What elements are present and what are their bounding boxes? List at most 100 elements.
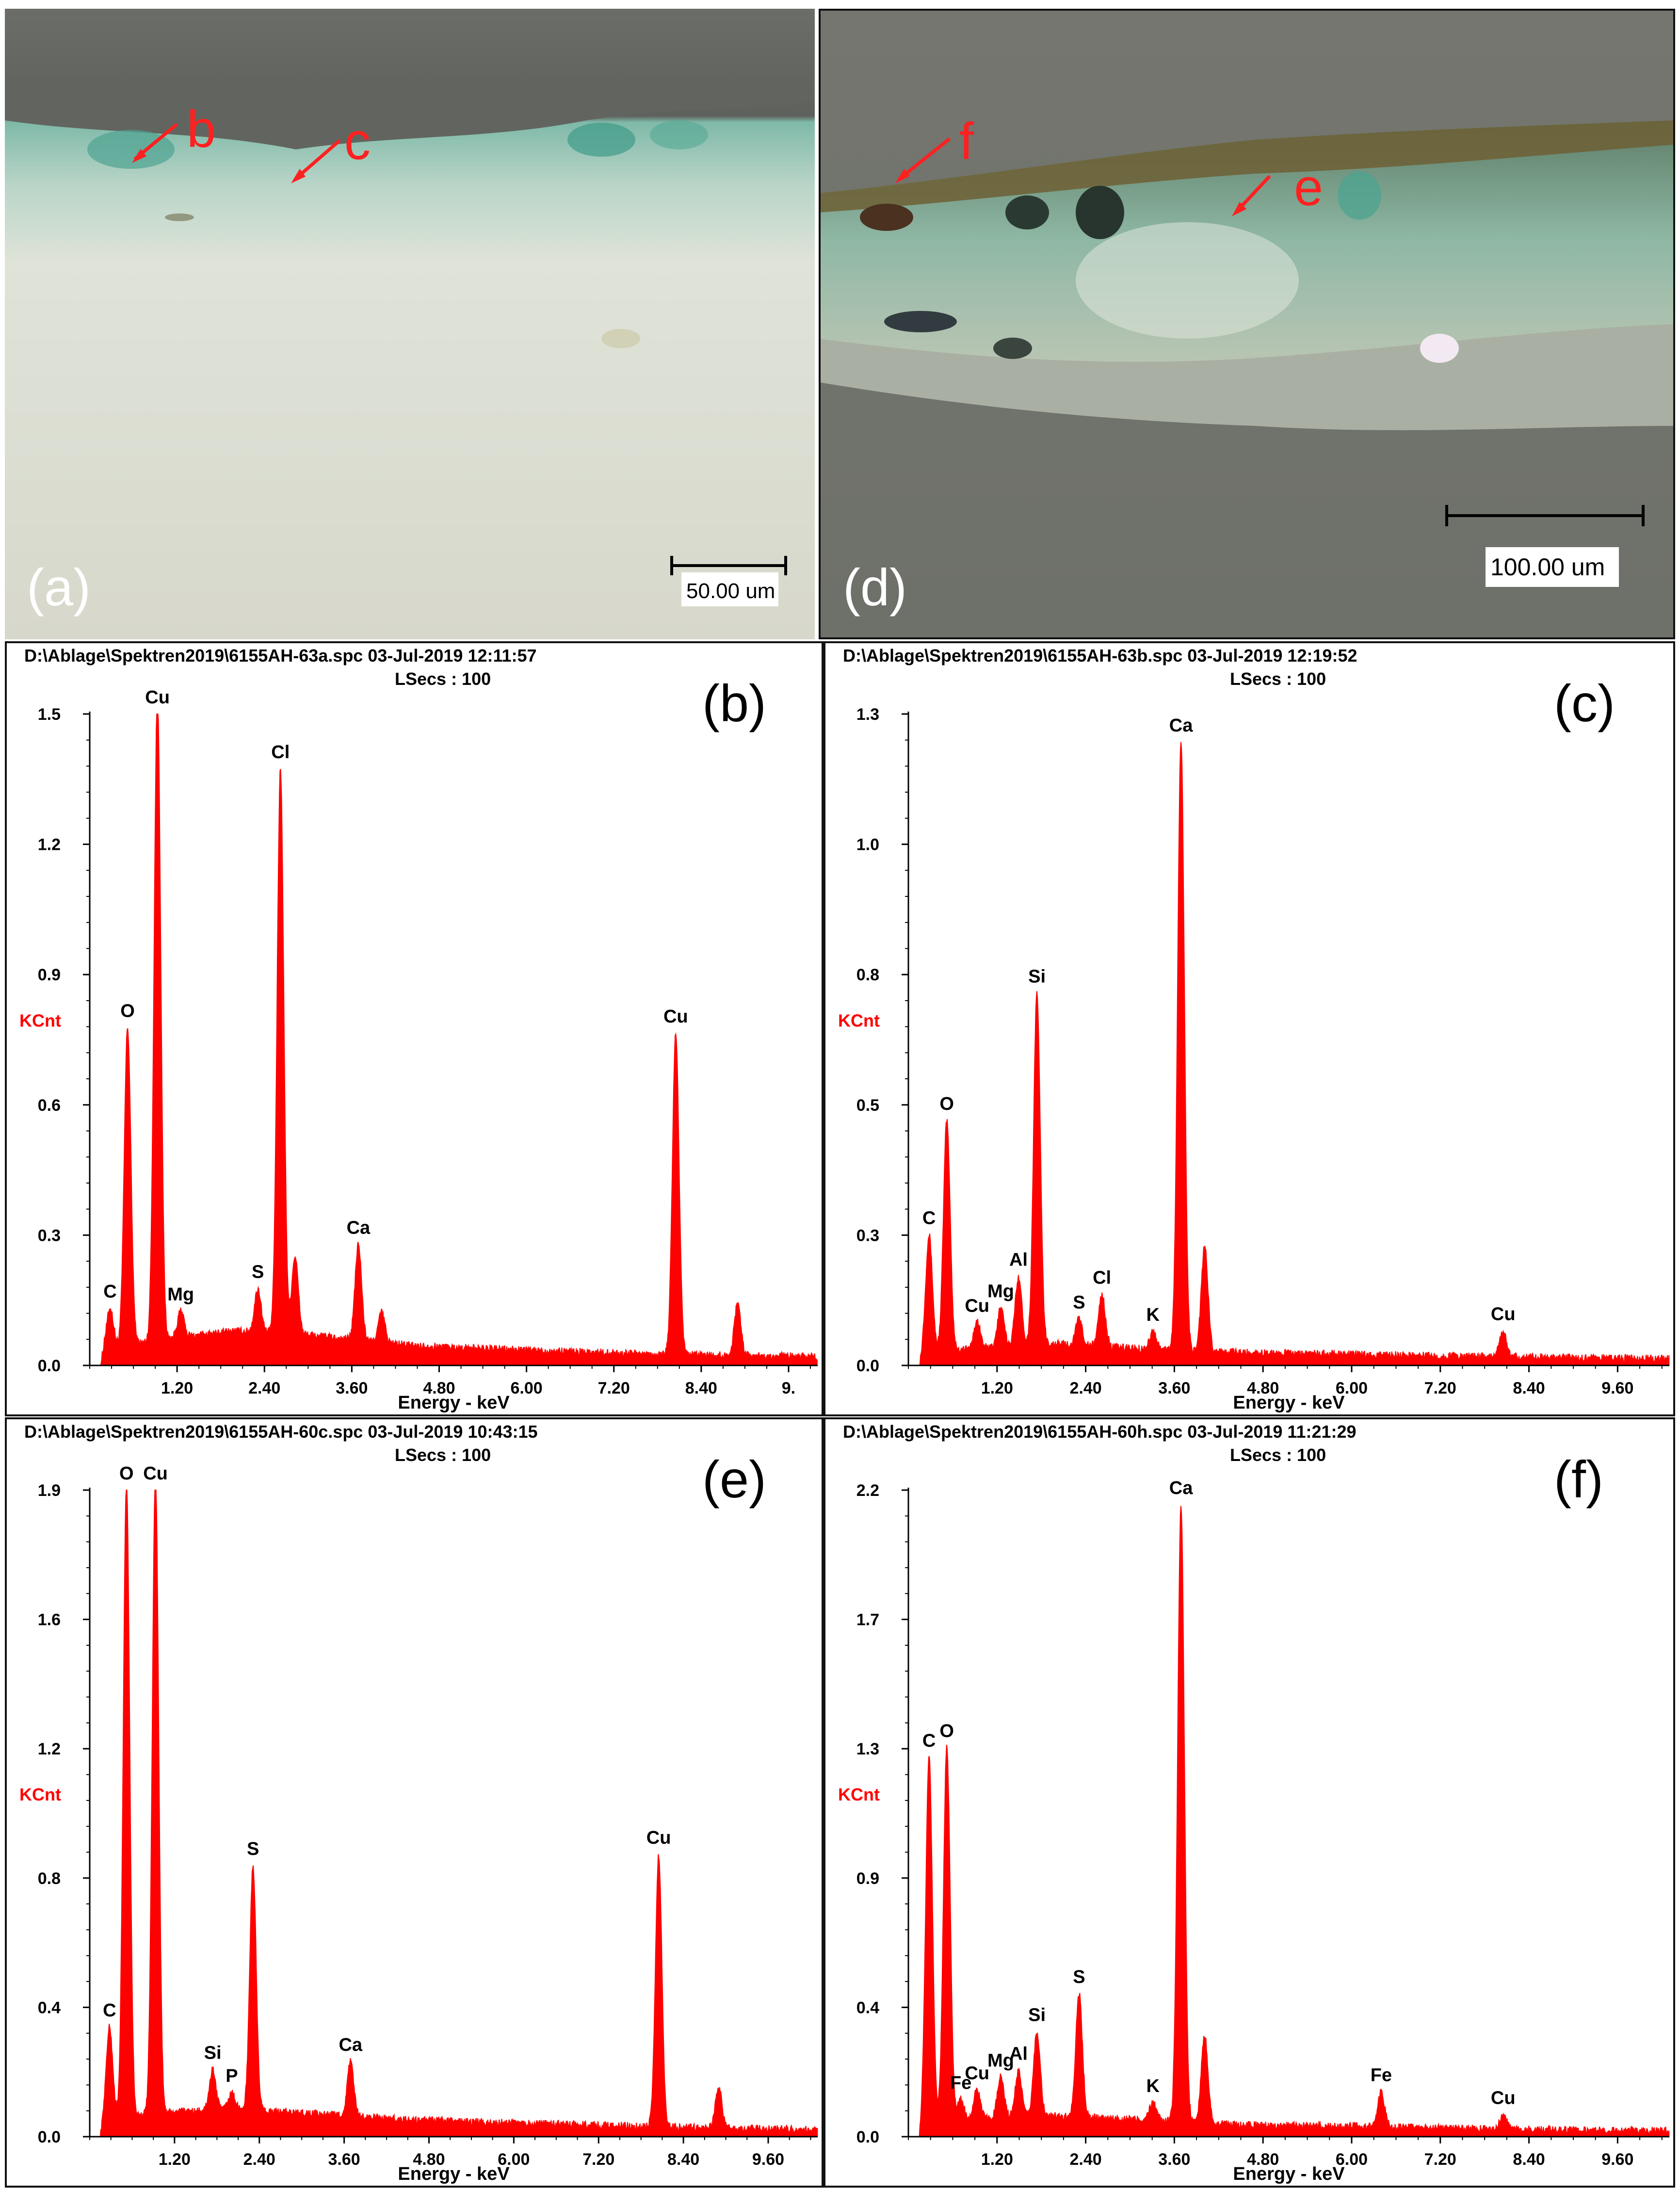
peak-label: S <box>247 1839 259 1859</box>
y-tick-label: 0.0 <box>856 2128 879 2146</box>
x-tick-label: 2.40 <box>243 2150 275 2169</box>
panel-label-a: (a) <box>27 558 91 617</box>
x-tick-label: 6.00 <box>1336 1379 1368 1397</box>
x-tick-label: 4.80 <box>1247 1379 1279 1397</box>
y-tick-label: 1.9 <box>38 1481 61 1500</box>
peak-label: Al <box>1009 2044 1028 2064</box>
x-axis-label: Energy - keV <box>398 2164 510 2184</box>
live-seconds-label: LSecs : 100 <box>1230 669 1326 689</box>
x-tick-label: 1.20 <box>161 1379 193 1397</box>
peak-label: S <box>1073 1292 1085 1313</box>
spectrum-header: D:\Ablage\Spektren2019\6155AH-60c.spc 03… <box>24 1422 538 1442</box>
peak-label: K <box>1146 2076 1160 2096</box>
micrograph-d-image: f e 100.00 um (d) <box>819 9 1675 639</box>
y-tick-label: 0.4 <box>856 1998 879 2017</box>
peak-label: Cu <box>145 687 170 708</box>
spectrum-svg: D:\Ablage\Spektren2019\6155AH-63a.spc 03… <box>5 641 824 1416</box>
spectrum-area <box>919 1506 1670 2137</box>
scale-bar-d: 100.00 um <box>1445 505 1645 587</box>
y-tick-label: 0.4 <box>38 1998 61 2017</box>
micrograph-d: f e 100.00 um (d) <box>819 9 1675 639</box>
y-tick-label: 0.3 <box>856 1226 879 1245</box>
peak-label: O <box>120 1001 135 1021</box>
spectrum-area <box>100 714 818 1366</box>
x-tick-label: 7.20 <box>598 1379 630 1397</box>
x-tick-label: 4.80 <box>423 1379 455 1397</box>
x-axis-label: Energy - keV <box>398 1393 510 1413</box>
x-tick-label: 6.00 <box>498 2150 530 2169</box>
y-axis-label: KCnt <box>19 1785 61 1804</box>
y-tick-label: 1.2 <box>38 1740 61 1758</box>
y-tick-label: 1.3 <box>856 705 879 724</box>
peak-label: Cl <box>271 742 290 763</box>
spectrum-panel-e: D:\Ablage\Spektren2019\6155AH-60c.spc 03… <box>5 1417 824 2188</box>
x-tick-label: 1.20 <box>981 1379 1013 1397</box>
x-tick-label: 2.40 <box>1069 1379 1101 1397</box>
spectrum-area <box>919 742 1670 1366</box>
x-tick-label: 8.40 <box>667 2150 699 2169</box>
y-tick-label: 0.9 <box>856 1869 879 1888</box>
annotation-letter-f: f <box>959 112 974 170</box>
spectrum-panel-c: D:\Ablage\Spektren2019\6155AH-63b.spc 03… <box>824 641 1675 1416</box>
peak-label: Ca <box>1169 1478 1193 1498</box>
x-tick-label: 7.20 <box>1424 1379 1456 1397</box>
scale-bar-a: 50.00 um <box>670 556 787 606</box>
spectrum-svg: D:\Ablage\Spektren2019\6155AH-60c.spc 03… <box>5 1417 824 2188</box>
peak-label: Mg <box>987 2050 1014 2071</box>
y-axis-label: KCnt <box>19 1011 61 1031</box>
annotation-letter-e: e <box>1294 158 1323 216</box>
peak-label: O <box>939 1721 954 1741</box>
y-tick-label: 1.7 <box>856 1611 879 1629</box>
x-tick-label: 2.40 <box>1069 2150 1101 2169</box>
peak-label: Cl <box>1093 1267 1111 1288</box>
peak-label: Ca <box>347 1218 371 1238</box>
peak-label: Cu <box>1491 1304 1516 1324</box>
x-tick-label: 7.20 <box>1424 2150 1456 2169</box>
x-tick-label: 8.40 <box>685 1379 717 1397</box>
y-axis-label: KCnt <box>838 1011 880 1031</box>
live-seconds-label: LSecs : 100 <box>395 1445 491 1465</box>
spectrum-svg: D:\Ablage\Spektren2019\6155AH-63b.spc 03… <box>824 641 1675 1416</box>
y-tick-label: 1.5 <box>38 705 61 724</box>
y-tick-label: 0.6 <box>38 1096 61 1115</box>
peak-label: C <box>103 1282 116 1302</box>
x-tick-label: 3.60 <box>336 1379 368 1397</box>
y-axis-label: KCnt <box>838 1785 880 1804</box>
panel-label: (b) <box>702 674 766 732</box>
spectrum-header: D:\Ablage\Spektren2019\6155AH-63b.spc 03… <box>843 646 1357 665</box>
x-tick-label: 6.00 <box>1336 2150 1368 2169</box>
x-tick-label: 1.20 <box>981 2150 1013 2169</box>
spectrum-header: D:\Ablage\Spektren2019\6155AH-60h.spc 03… <box>843 1422 1357 1442</box>
x-tick-label: 4.80 <box>413 2150 445 2169</box>
y-tick-label: 0.8 <box>856 966 879 984</box>
x-axis-label: Energy - keV <box>1233 2164 1345 2184</box>
y-tick-label: 0.9 <box>38 966 61 984</box>
live-seconds-label: LSecs : 100 <box>1230 1445 1326 1465</box>
peak-label: C <box>922 1208 936 1229</box>
y-tick-label: 1.3 <box>856 1740 879 1758</box>
peak-label: Ca <box>1169 715 1193 736</box>
peak-label: Fe <box>1371 2065 1392 2085</box>
x-tick-label: 3.60 <box>1158 2150 1190 2169</box>
peak-label: S <box>1073 1967 1085 1987</box>
x-tick-label: 3.60 <box>328 2150 360 2169</box>
peak-label: Mg <box>987 1281 1014 1301</box>
x-tick-label: 1.20 <box>159 2150 191 2169</box>
peak-label: Si <box>204 2043 222 2063</box>
scale-bar-label-a: 50.00 um <box>686 579 775 603</box>
peak-label: Cu <box>143 1463 168 1484</box>
live-seconds-label: LSecs : 100 <box>395 669 491 689</box>
y-tick-label: 0.0 <box>856 1357 879 1375</box>
y-tick-label: 0.0 <box>38 2128 61 2146</box>
peak-label: Al <box>1009 1250 1028 1270</box>
peak-label: Cu <box>965 1296 989 1316</box>
y-tick-label: 2.2 <box>856 1481 879 1500</box>
panel-label: (c) <box>1554 674 1615 732</box>
x-tick-label: 9.60 <box>1601 2150 1633 2169</box>
spectrum-panel-f: D:\Ablage\Spektren2019\6155AH-60h.spc 03… <box>824 1417 1675 2188</box>
x-tick-label: 9. <box>782 1379 795 1397</box>
y-tick-label: 1.6 <box>38 1611 61 1629</box>
spectrum-panel-b: D:\Ablage\Spektren2019\6155AH-63a.spc 03… <box>5 641 824 1416</box>
x-tick-label: 7.20 <box>582 2150 614 2169</box>
peak-label: Cu <box>663 1006 688 1027</box>
